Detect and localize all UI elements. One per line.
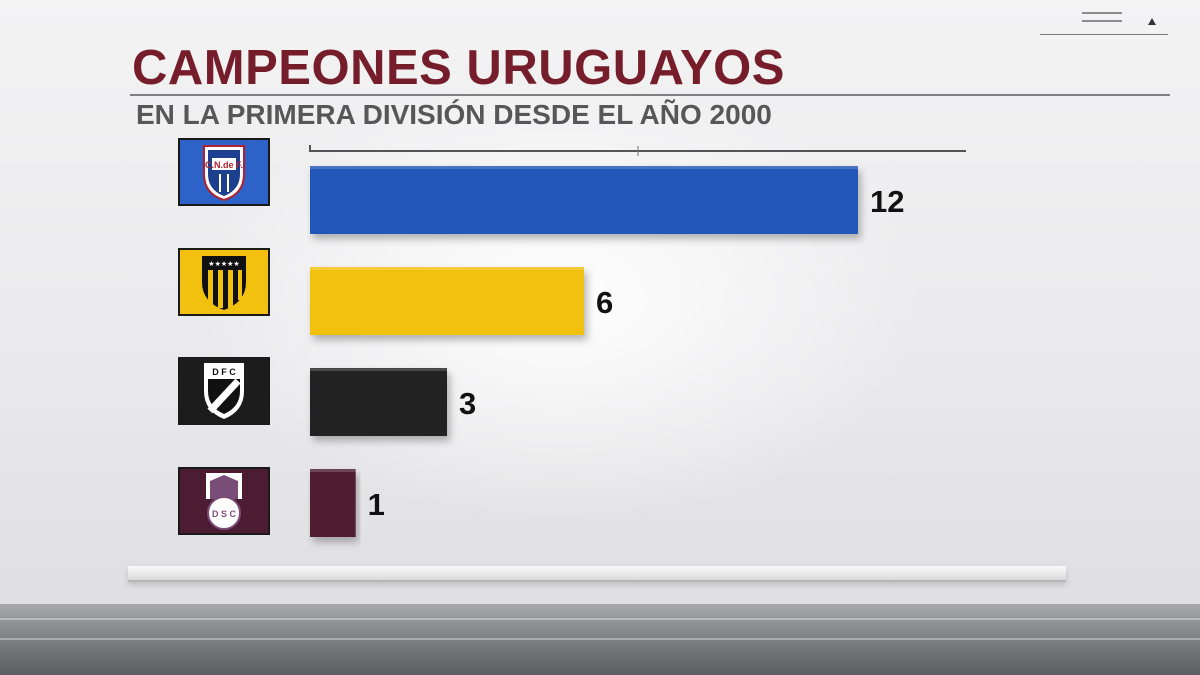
title-divider: [130, 94, 1170, 96]
bar-value-label: 3: [459, 386, 476, 421]
bar-highlight: [310, 368, 447, 371]
chart-subtitle: EN LA PRIMERA DIVISIÓN DESDE EL AÑO 2000: [136, 99, 772, 130]
danubio-crest-icon: D F C: [178, 357, 270, 425]
svg-text:D F C: D F C: [212, 367, 236, 377]
svg-text:★★★★★: ★★★★★: [208, 260, 239, 268]
bar-value-label: 1: [368, 487, 385, 522]
studio-floor: [0, 604, 1200, 675]
bar-highlight: [310, 469, 356, 472]
bar-shelf: [128, 566, 1066, 582]
svg-text:D S C: D S C: [212, 509, 237, 519]
bar-highlight: [310, 166, 858, 169]
bar-value-label: 6: [596, 285, 613, 320]
corner-decoration: [1040, 8, 1168, 35]
chart-title: CAMPEONES URUGUAYOS: [132, 41, 785, 95]
bar-highlight: [310, 267, 584, 270]
penarol-crest-icon: ★★★★★: [178, 248, 270, 316]
svg-text:C.N.de F.: C.N.de F.: [205, 160, 243, 170]
nacional-crest-icon: C.N.de F.: [178, 138, 270, 206]
bar-danubio: [310, 368, 447, 436]
triangle-icon: [1148, 18, 1156, 25]
bar-nacional: [310, 166, 858, 234]
defensor-crest-icon: D S C: [178, 467, 270, 535]
bar-pe-arol: [310, 267, 584, 335]
bar-value-label: 12: [870, 184, 904, 219]
bar-defensor-sporting: [310, 469, 356, 537]
